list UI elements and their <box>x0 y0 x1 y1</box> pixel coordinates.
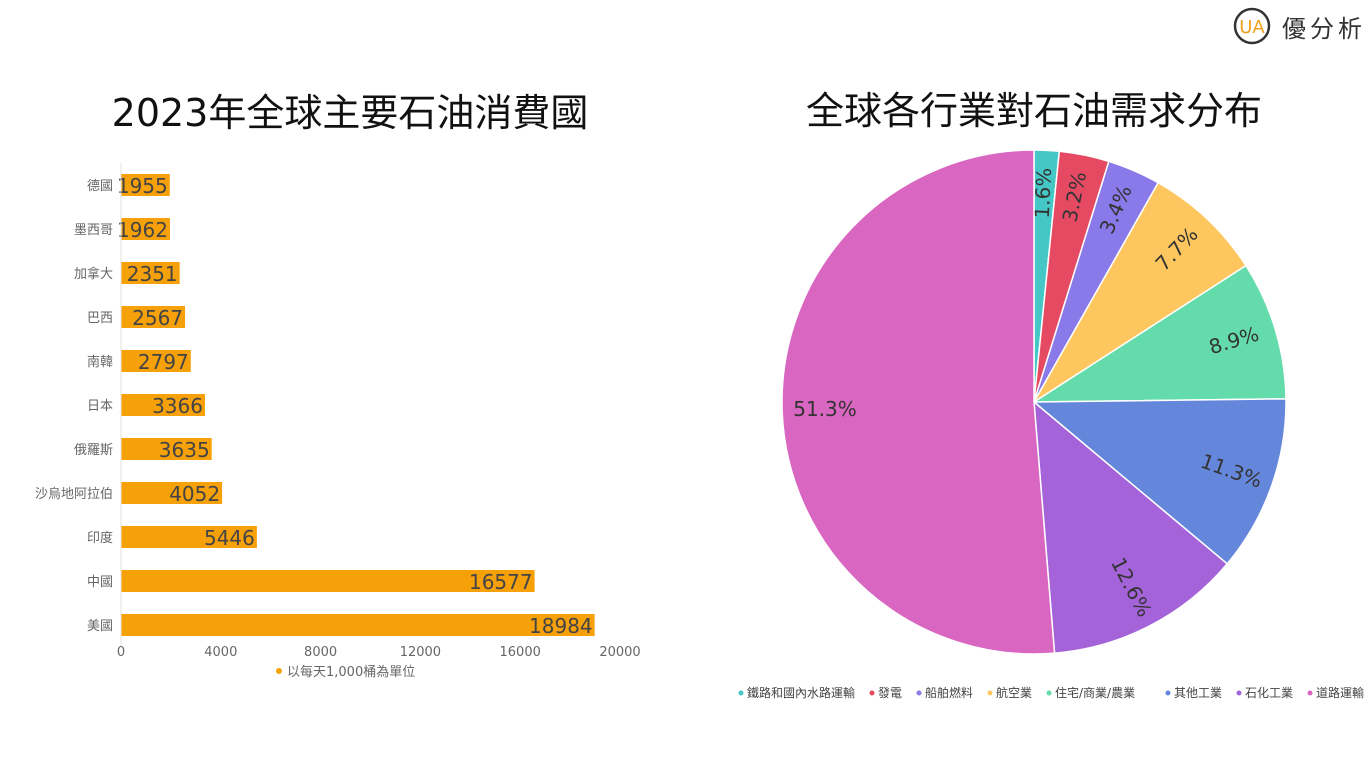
bar <box>121 482 223 504</box>
pie-slice <box>1033 181 1247 403</box>
y-tick-label: 墨西哥 <box>74 223 113 238</box>
legend-marker <box>869 690 875 696</box>
bar-value-label: 2567 <box>132 306 183 330</box>
bar-value-label: 5446 <box>204 526 255 550</box>
pie-slice <box>1031 398 1287 565</box>
pie-chart-title: 全球各行業對石油需求分布 <box>806 89 1262 133</box>
bar <box>121 350 191 372</box>
x-tick-label: 16000 <box>500 645 541 660</box>
y-tick-label: 中國 <box>87 575 113 590</box>
y-tick-label: 沙烏地阿拉伯 <box>35 486 113 502</box>
legend-marker <box>1165 690 1171 696</box>
y-tick-label: 巴西 <box>87 311 113 326</box>
legend-marker <box>276 668 282 674</box>
y-tick-label: 德國 <box>87 179 113 194</box>
legend-marker <box>987 690 993 696</box>
y-tick-label: 日本 <box>87 399 113 414</box>
bar <box>121 394 205 416</box>
y-tick-label: 美國 <box>87 619 113 634</box>
x-tick-label: 20000 <box>599 645 640 660</box>
bar-value-label: 1955 <box>117 174 168 198</box>
x-tick-label: 12000 <box>400 645 441 660</box>
pie-slice <box>1031 264 1287 403</box>
bar <box>121 570 535 592</box>
bar <box>121 614 595 636</box>
bar <box>121 174 170 196</box>
bar <box>121 262 180 284</box>
legend-label: 其他工業 <box>1174 686 1222 700</box>
legend-marker <box>1307 690 1313 696</box>
bar-value-label: 2797 <box>138 350 189 374</box>
legend-label: 道路運輸 <box>1316 685 1364 700</box>
x-tick-label: 4000 <box>204 645 237 660</box>
bar <box>121 306 186 328</box>
bar-value-label: 3635 <box>159 438 210 462</box>
legend-label: 住宅/商業/農業 <box>1055 685 1135 700</box>
y-tick-label: 南韓 <box>87 354 113 370</box>
pie-slice <box>1033 400 1229 654</box>
legend-marker <box>916 690 922 696</box>
legend-label: 航空業 <box>996 685 1032 700</box>
bar-value-label: 3366 <box>152 394 203 418</box>
bar-value-label: 2351 <box>127 262 178 286</box>
bar <box>121 218 170 240</box>
y-tick-label: 印度 <box>87 530 113 546</box>
legend-marker <box>1236 690 1242 696</box>
brand-logo: UA 優分析 <box>1232 6 1366 46</box>
y-tick-label: 加拿大 <box>74 266 113 282</box>
bar <box>121 438 212 460</box>
ua-logo-icon: UA <box>1233 7 1271 45</box>
legend-label: 以每天1,000桶為單位 <box>287 664 415 680</box>
y-tick-label: 俄羅斯 <box>74 443 113 458</box>
bar-value-label: 18984 <box>529 614 593 638</box>
pie-slice <box>781 149 1056 655</box>
legend-label: 鐵路和國內水路運輸 <box>747 685 855 700</box>
legend-label: 船舶燃料 <box>925 685 973 700</box>
bar-value-label: 4052 <box>169 482 220 506</box>
legend-marker <box>738 690 744 696</box>
legend-marker <box>1046 690 1052 696</box>
legend-label: 發電 <box>878 685 902 700</box>
brand-name: 優分析 <box>1282 14 1366 43</box>
x-tick-label: 0 <box>117 645 125 660</box>
bar-value-label: 16577 <box>469 570 533 594</box>
bar-chart-title: 2023年全球主要石油消費國 <box>112 91 589 135</box>
logo-text: UA <box>1239 17 1265 38</box>
pie-value-label: 51.3% <box>793 397 857 421</box>
x-tick-label: 8000 <box>304 645 337 660</box>
legend-label: 石化工業 <box>1245 686 1293 700</box>
bar-value-label: 1962 <box>117 218 168 242</box>
bar <box>121 526 257 548</box>
